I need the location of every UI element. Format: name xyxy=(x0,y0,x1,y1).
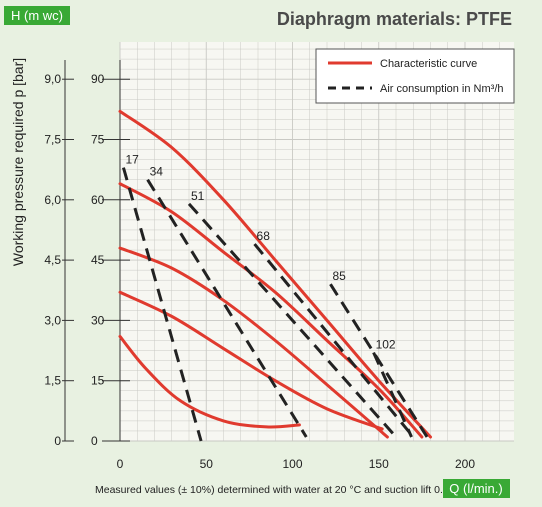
pressure-axis-label: Working pressure required p [bar] xyxy=(10,58,26,266)
pressure-tick-label: 9,0 xyxy=(44,72,61,86)
pressure-tick-label: 4,5 xyxy=(44,253,61,267)
chart-title: Diaphragm materials: PTFE xyxy=(277,9,512,29)
legend: Characteristic curve Air consumption in … xyxy=(315,48,515,104)
air-consumption-label: 17 xyxy=(125,153,139,167)
air-consumption-line xyxy=(146,178,308,438)
pressure-tick-label: 0 xyxy=(54,434,61,448)
h-tick-label: 45 xyxy=(91,253,105,267)
characteristic-curve xyxy=(118,246,389,439)
characteristic-curve xyxy=(118,109,432,439)
air-consumption-label: 102 xyxy=(376,338,396,352)
air-consumption-label: 85 xyxy=(332,269,346,283)
characteristic-curve xyxy=(118,290,384,431)
x-tick-label: 200 xyxy=(455,457,475,471)
characteristic-curve xyxy=(118,182,424,439)
footnote: Measured values (± 10%) determined with … xyxy=(95,484,443,496)
x-tick-label: 150 xyxy=(369,457,389,471)
characteristic-curve xyxy=(118,334,301,429)
pressure-tick-label: 6,0 xyxy=(44,193,61,207)
air-consumption-line xyxy=(372,351,413,438)
air-consumption-line xyxy=(187,202,398,438)
air-consumption-label: 68 xyxy=(257,229,271,243)
characteristic-curves xyxy=(118,109,432,439)
air-consumption-label: 34 xyxy=(150,165,164,179)
x-tick-label: 100 xyxy=(282,457,302,471)
legend-entry-characteristic: Characteristic curve xyxy=(380,58,477,70)
air-consumption-label: 51 xyxy=(191,189,205,203)
q-badge-box xyxy=(443,479,510,498)
h-tick-label: 90 xyxy=(91,72,105,86)
pressure-tick-label: 1,5 xyxy=(44,374,61,388)
axes: 0 15 30 45 60 75 90 0 1,5 3,0 4,5 6,0 7,5 9,0 0 50 100 15… xyxy=(44,60,475,471)
h-tick-label: 75 xyxy=(91,133,105,147)
pressure-tick-label: 7,5 xyxy=(44,133,61,147)
q-badge: Q (l/min.) xyxy=(443,479,510,498)
legend-entry-air-consumption: Air consumption in Nm³/h xyxy=(380,83,504,95)
h-axis-label: H (m wc) xyxy=(11,8,63,23)
legend-box xyxy=(315,48,515,104)
h-tick-label: 60 xyxy=(91,193,105,207)
air-consumption-line xyxy=(122,167,203,442)
x-tick-label: 50 xyxy=(200,457,214,471)
h-tick-label: 0 xyxy=(91,434,98,448)
pressure-tick-label: 3,0 xyxy=(44,313,61,327)
h-tick-label: 30 xyxy=(91,313,105,327)
x-tick-label: 0 xyxy=(117,457,124,471)
h-badge: H (m wc) xyxy=(4,6,70,25)
h-tick-label: 15 xyxy=(91,374,105,388)
q-axis-label: Q (l/min.) xyxy=(449,481,502,496)
h-badge-box xyxy=(4,6,70,25)
air-consumption-lines: 17 34 51 68 85 102 xyxy=(122,153,429,442)
